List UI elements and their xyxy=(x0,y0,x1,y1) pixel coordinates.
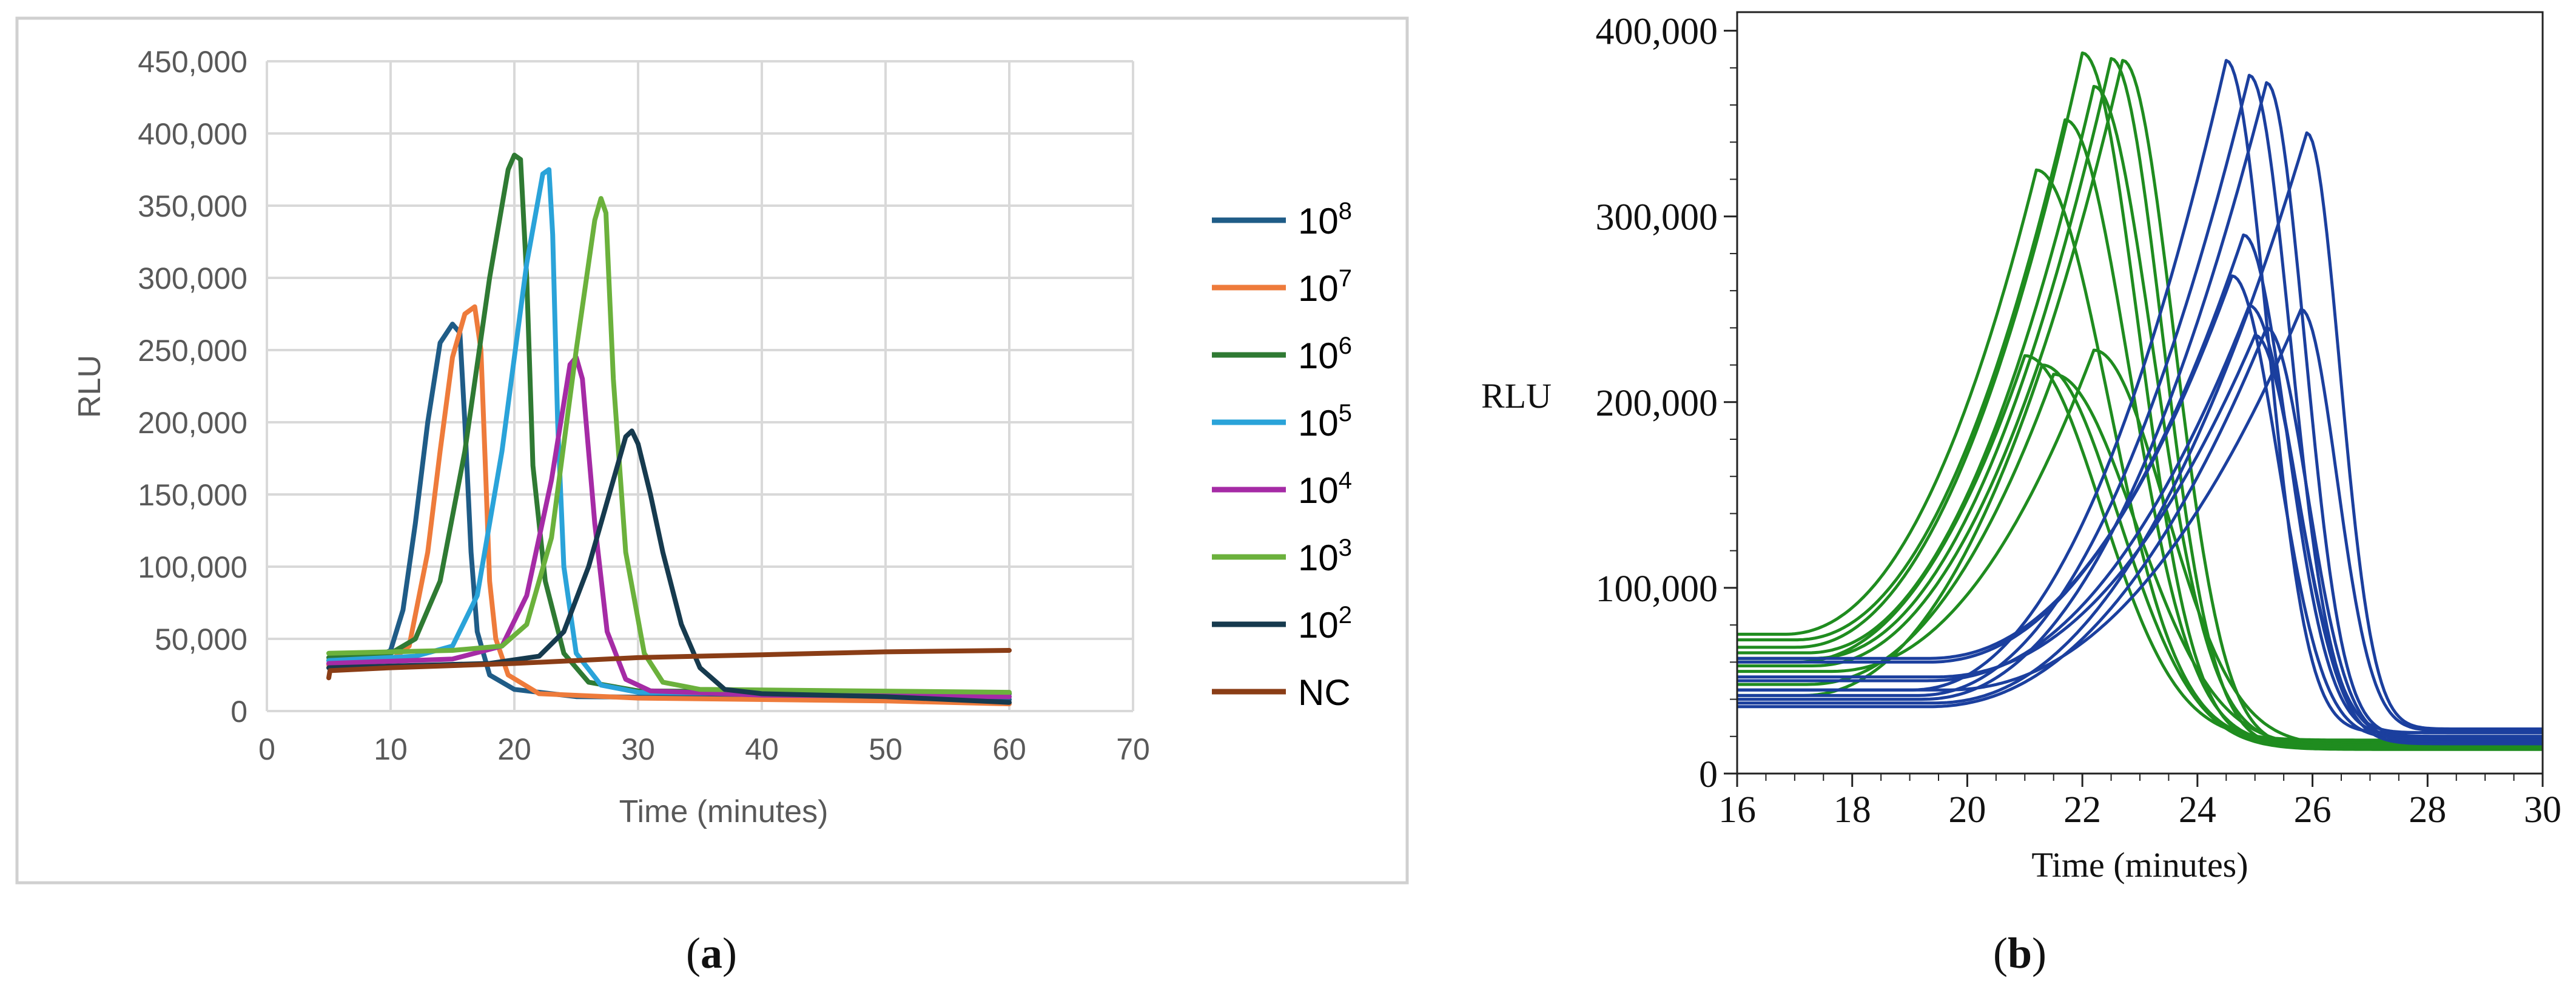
legend-entry: 107 xyxy=(1298,265,1352,309)
panel-b-y-ticks: 0 100,000 200,000 300,000 400,000 xyxy=(1596,12,1737,795)
y-tick-label: 450,000 xyxy=(138,45,247,79)
legend-entry: 106 xyxy=(1298,332,1352,376)
x-tick-label: 60 xyxy=(992,732,1026,766)
y-tick-label: 50,000 xyxy=(155,622,247,656)
x-tick-label: 40 xyxy=(745,732,779,766)
x-tick-label: 26 xyxy=(2294,789,2332,831)
curve-green xyxy=(1737,373,2543,749)
panel-a-legend: 108 107 106 105 104 103 102 NC xyxy=(1212,198,1352,713)
y-tick-label: 0 xyxy=(1699,754,1718,795)
curve-blue xyxy=(1737,73,2543,735)
curve-blue xyxy=(1737,334,2543,746)
series-line xyxy=(326,428,1012,705)
y-tick-label: 0 xyxy=(230,695,247,729)
panel-b-x-ticks: 16 18 20 22 24 26 28 30 xyxy=(1718,774,2561,831)
y-tick-label: 300,000 xyxy=(138,261,247,295)
legend-entry: 105 xyxy=(1298,400,1352,444)
panel-b-series-lines xyxy=(1737,51,2543,751)
panel-a-gridlines xyxy=(266,60,1134,712)
panel-a-series-lines xyxy=(326,152,1012,707)
y-tick-label: 250,000 xyxy=(138,334,247,368)
panel-a-x-tick-labels: 0 10 20 30 40 50 60 70 xyxy=(258,732,1150,766)
panel-b-label: (b) xyxy=(1993,929,2046,977)
series-line xyxy=(326,152,1012,696)
y-tick-label: 200,000 xyxy=(138,406,247,440)
panel-b-y-axis-label: RLU xyxy=(1481,376,1552,416)
series-line xyxy=(326,354,1012,700)
legend-entry: 104 xyxy=(1298,467,1352,511)
legend-entry: 102 xyxy=(1298,602,1352,646)
panel-a-x-axis-label: Time (minutes) xyxy=(619,794,829,829)
panel-a-label: (a) xyxy=(686,929,737,977)
y-tick-label: 100,000 xyxy=(1596,568,1718,610)
x-tick-label: 0 xyxy=(258,732,275,766)
curve-green xyxy=(1737,348,2543,747)
x-tick-label: 16 xyxy=(1718,789,1756,831)
x-tick-label: 24 xyxy=(2179,789,2216,831)
y-tick-label: 300,000 xyxy=(1596,197,1718,238)
panel-b-chart: 0 100,000 200,000 300,000 400,000 16 18 20 22 24… xyxy=(1481,11,2561,885)
panel-a-y-tick-labels: 0 50,000 100,000 150,000 200,000 250,000 300,0… xyxy=(138,45,247,729)
x-tick-label: 30 xyxy=(2524,789,2561,831)
y-tick-label: 400,000 xyxy=(138,117,247,151)
curve-green xyxy=(1737,363,2543,751)
x-tick-label: 28 xyxy=(2409,789,2446,831)
x-tick-label: 20 xyxy=(497,732,531,766)
x-tick-label: 20 xyxy=(1948,789,1986,831)
panel-a-y-axis-label: RLU xyxy=(72,355,107,418)
y-tick-label: 200,000 xyxy=(1596,383,1718,424)
panel-a-frame xyxy=(15,16,1409,885)
y-tick-label: 400,000 xyxy=(1596,12,1718,53)
x-tick-label: 10 xyxy=(374,732,408,766)
series-line xyxy=(326,167,1012,700)
curve-blue xyxy=(1737,326,2543,744)
panel-a-chart: 0 50,000 100,000 150,000 200,000 250,000 300,0… xyxy=(15,16,1409,885)
y-tick-label: 150,000 xyxy=(138,478,247,512)
x-tick-label: 70 xyxy=(1116,732,1150,766)
legend-entry: 103 xyxy=(1298,535,1352,578)
x-tick-label: 50 xyxy=(869,732,903,766)
curve-blue xyxy=(1737,308,2543,733)
x-tick-label: 30 xyxy=(621,732,655,766)
curve-blue xyxy=(1737,304,2543,742)
series-line xyxy=(326,196,1012,695)
series-line xyxy=(326,648,1012,681)
panel-b-x-axis-label: Time (minutes) xyxy=(2031,845,2248,885)
legend-entry: 108 xyxy=(1298,198,1352,241)
x-tick-label: 22 xyxy=(2063,789,2101,831)
y-tick-label: 100,000 xyxy=(138,550,247,584)
y-tick-label: 350,000 xyxy=(138,189,247,223)
x-tick-label: 18 xyxy=(1834,789,1871,831)
legend-entry: NC xyxy=(1298,672,1351,713)
